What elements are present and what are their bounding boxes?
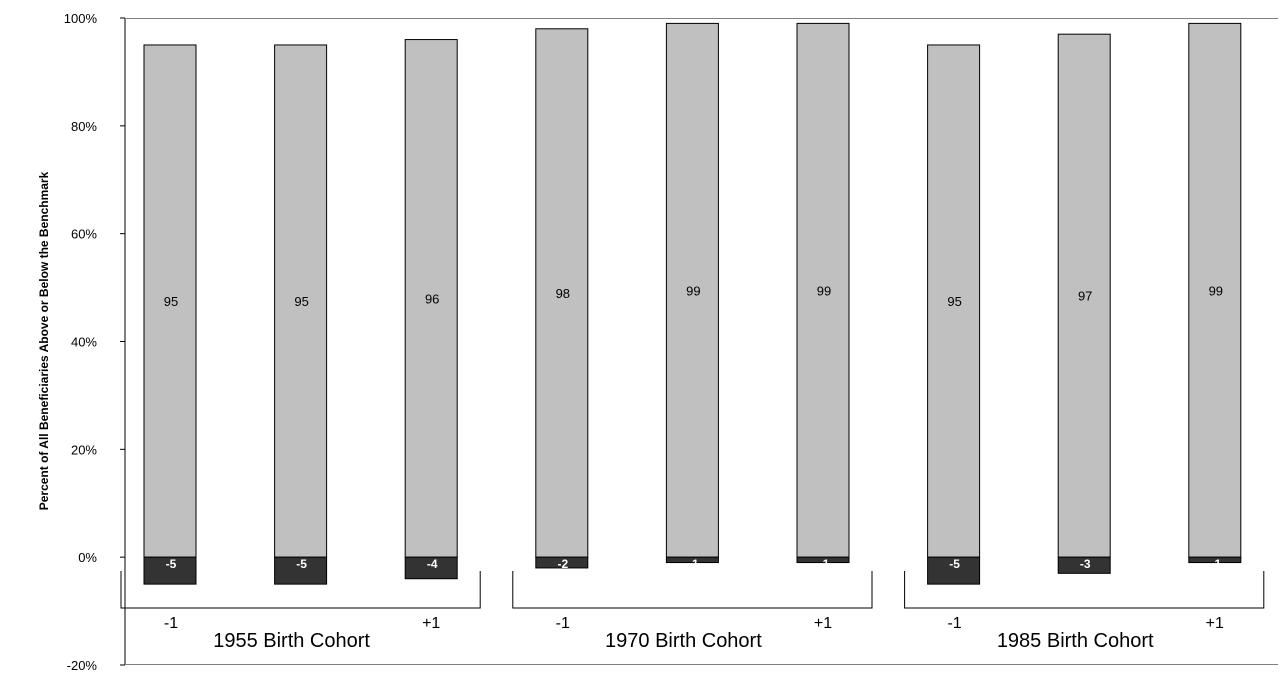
- bar-value-label-negative: -3: [1080, 557, 1091, 571]
- bar-negative: [535, 556, 589, 569]
- bar-value-label-negative: -1: [688, 557, 699, 571]
- bar-value-label: 99: [817, 283, 831, 298]
- bar-positive: [1188, 22, 1242, 558]
- bar-positive: [1057, 33, 1111, 558]
- bar-value-label: 97: [1078, 289, 1092, 304]
- bar-value-label: 95: [294, 294, 308, 309]
- bar-negative: [404, 556, 458, 580]
- bar-value-label-negative: -4: [427, 557, 438, 571]
- group-marker-plus: +1: [814, 615, 832, 632]
- bar-value-label-negative: -2: [557, 557, 568, 571]
- y-axis: -20% 0% 20% 40% 60% 80% 100%: [64, 11, 1278, 673]
- bar-value-label: 99: [686, 283, 700, 298]
- bar-value-label: 98: [556, 286, 570, 301]
- y-tick-label: 20%: [71, 442, 97, 457]
- y-tick-label: 80%: [71, 119, 97, 134]
- bar-value-label: 99: [1209, 283, 1223, 298]
- bar-value-label-negative: -5: [166, 557, 177, 571]
- bar-positive: [404, 39, 458, 558]
- group-bracket: [512, 571, 873, 609]
- bar-negative: [1057, 556, 1111, 574]
- group-label: 1955 Birth Cohort: [213, 630, 370, 652]
- y-tick-label: 0%: [78, 550, 97, 565]
- bar-value-label-negative: -5: [949, 557, 960, 571]
- bar-value-label-negative: -5: [296, 557, 307, 571]
- group-marker-minus: -1: [556, 615, 570, 632]
- bar-value-label: 95: [947, 294, 961, 309]
- bar-positive: [274, 44, 328, 558]
- bar-negative: [1188, 556, 1242, 564]
- y-tick-label: -20%: [67, 658, 98, 673]
- group-label: 1970 Birth Cohort: [605, 630, 762, 652]
- bar-value-label-negative: -1: [1210, 557, 1221, 571]
- group-bracket: [904, 571, 1265, 609]
- bar-negative: [927, 556, 981, 585]
- group-labels: 1955 Birth Cohort -1 +1 1970 Birth Cohort -1…: [120, 571, 1265, 652]
- bar-negative: [796, 556, 850, 564]
- bar-positive: [143, 44, 197, 558]
- y-axis-title: Percent of All Beneficiaries Above or Be…: [37, 171, 51, 510]
- bar-negative: [665, 556, 719, 564]
- bar-positive: [927, 44, 981, 558]
- y-tick-label: 60%: [71, 227, 97, 242]
- bar-value-label-negative: -1: [819, 557, 830, 571]
- bar-negative: [274, 556, 328, 585]
- bar-negative: [143, 556, 197, 585]
- group-marker-minus: -1: [164, 615, 178, 632]
- bar-value-label: 96: [425, 291, 439, 306]
- bar-positive: [665, 22, 719, 558]
- y-tick-label: 40%: [71, 335, 97, 350]
- bar-value-label: 95: [164, 294, 178, 309]
- y-tick-label: 100%: [64, 11, 98, 26]
- group-marker-plus: +1: [422, 615, 440, 632]
- group-label: 1985 Birth Cohort: [997, 630, 1154, 652]
- group-bracket: [120, 571, 481, 609]
- bars: 95 -5 95 -5 96 -4 98 -2 99 -1 99 -1 95 -5 97 -3 99 -1: [143, 22, 1242, 585]
- group-marker-minus: -1: [947, 615, 961, 632]
- group-marker-plus: +1: [1206, 615, 1224, 632]
- bar-positive: [796, 22, 850, 558]
